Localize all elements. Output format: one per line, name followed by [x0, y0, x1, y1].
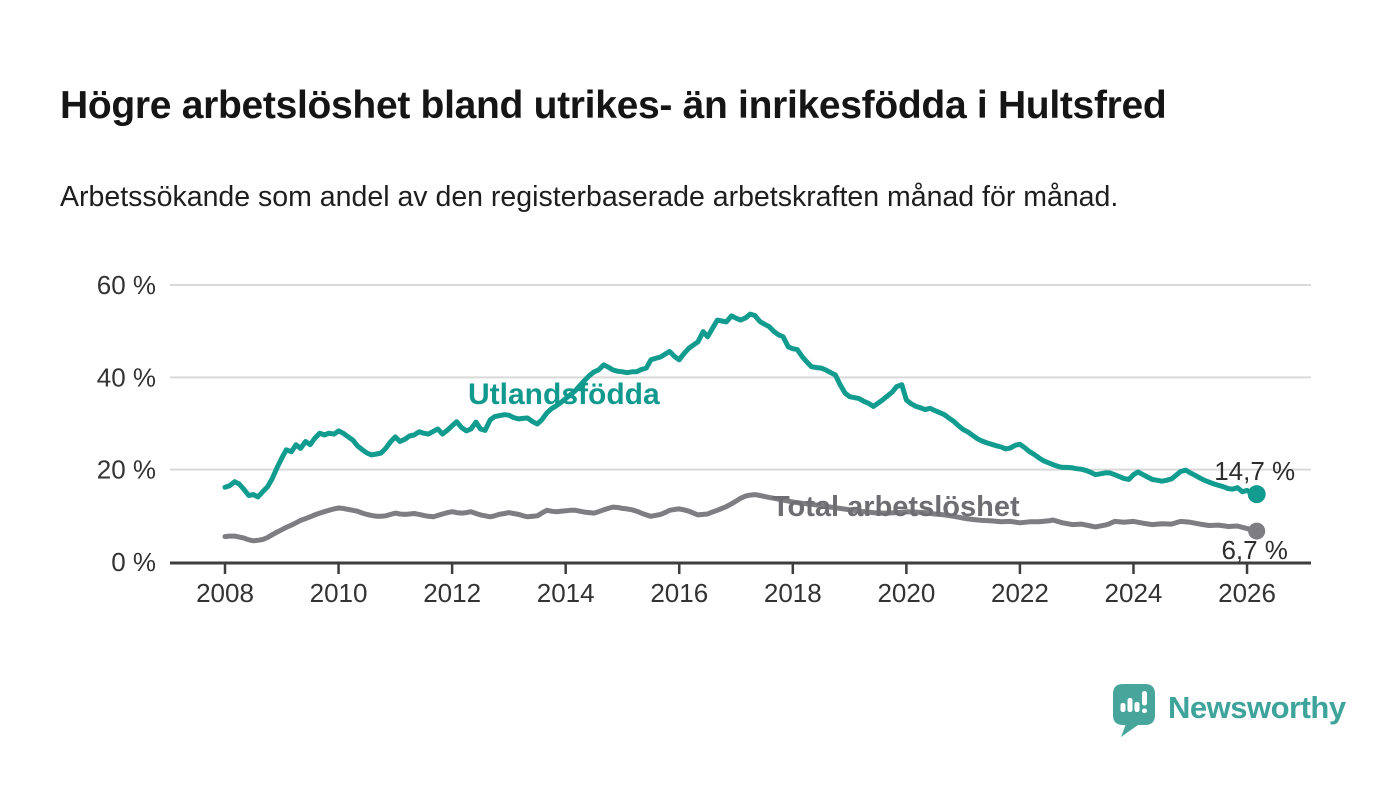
x-axis-tick-label: 2024	[1105, 578, 1163, 608]
end-value-label-utlandsfodda: 14,7 %	[1214, 456, 1295, 486]
y-axis-tick-label: 0 %	[111, 547, 156, 577]
page-title: Högre arbetslöshet bland utrikes- än inr…	[60, 84, 1167, 128]
series-line-total-arbetsloshet	[222, 492, 1260, 544]
x-axis-tick-label: 2022	[991, 578, 1049, 608]
series-line-utlandsfodda	[222, 311, 1260, 500]
page-subtitle: Arbetssökande som andel av den registerb…	[60, 180, 1119, 213]
series-end-dot-utlandsfodda	[1247, 485, 1266, 504]
series-end-dot-total-arbetsloshet	[1248, 522, 1266, 540]
y-axis-tick-label: 20 %	[97, 455, 156, 485]
x-axis-tick-label: 2010	[310, 578, 368, 608]
newsworthy-logo-text: Newsworthy	[1168, 690, 1346, 725]
x-axis-tick-label: 2014	[537, 578, 595, 608]
series-label-total-arbetsloshet: Total arbetslöshet	[772, 491, 1020, 523]
end-value-label-total-arbetsloshet: 6,7 %	[1221, 535, 1288, 565]
series-label-utlandsfodda: Utlandsfödda	[468, 378, 660, 411]
y-axis-tick-label: 60 %	[97, 270, 156, 300]
x-axis-tick-label: 2018	[764, 578, 822, 608]
newsworthy-logo-icon	[1113, 684, 1155, 737]
x-axis-tick-label: 2026	[1218, 578, 1276, 608]
x-axis-tick-label: 2016	[650, 578, 708, 608]
x-axis-tick-label: 2020	[877, 578, 935, 608]
y-axis-tick-label: 40 %	[97, 362, 156, 392]
x-axis-tick-label: 2012	[423, 578, 481, 608]
x-axis-tick-label: 2008	[196, 578, 254, 608]
newsworthy-logo: Newsworthy	[1113, 684, 1393, 744]
